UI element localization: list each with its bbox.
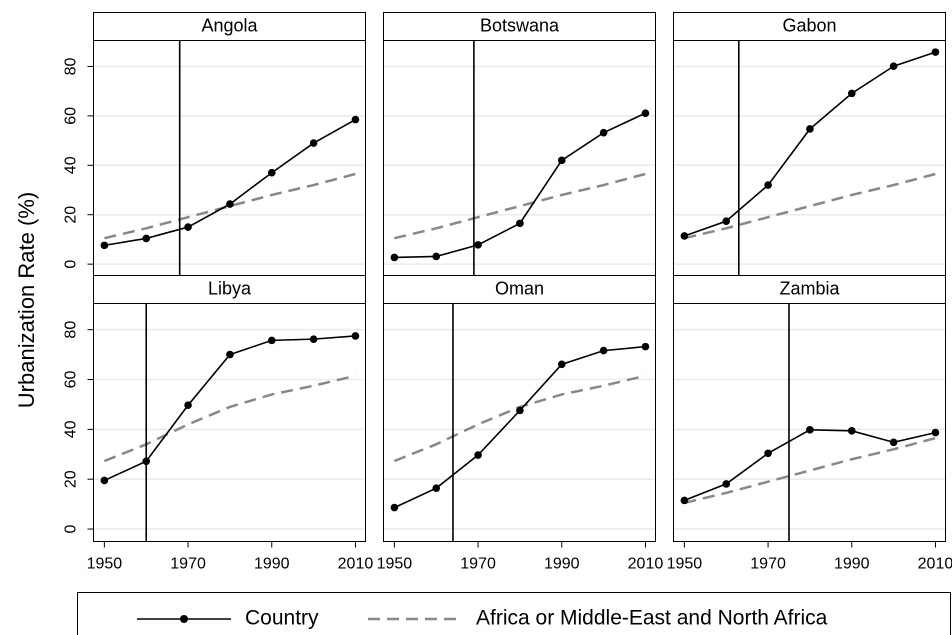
y-tick-label: 0	[63, 524, 80, 533]
data-point	[309, 335, 318, 343]
data-point	[474, 451, 482, 459]
y-tick-label: 80	[63, 321, 80, 339]
data-point	[267, 168, 276, 177]
x-tick-label: 1950	[667, 556, 703, 573]
data-point	[931, 428, 940, 437]
panel-title: Libya	[208, 278, 252, 298]
data-point	[184, 223, 192, 231]
data-point	[390, 253, 399, 262]
plot-area	[383, 40, 656, 277]
data-point	[722, 217, 731, 225]
plot-area	[673, 303, 946, 542]
panel-title: Gabon	[782, 15, 836, 35]
x-tick-label: 1970	[750, 556, 786, 573]
x-tick-label: 1990	[544, 556, 580, 573]
panel-strip	[93, 12, 366, 41]
x-tick-label: 1970	[460, 556, 496, 573]
x-tick-label: 1950	[87, 556, 123, 573]
x-tick-label: 2010	[628, 556, 664, 573]
x-tick-label: 2010	[918, 556, 952, 573]
plot-area	[93, 40, 366, 277]
series-line	[684, 436, 936, 505]
x-tick-label: 1950	[377, 556, 413, 573]
y-tick-label: 20	[63, 206, 80, 224]
y-tick-label: 20	[63, 470, 80, 488]
data-point	[142, 234, 151, 243]
x-tick-label: 1990	[254, 556, 290, 573]
y-tick-label: 0	[63, 260, 80, 269]
data-point	[432, 252, 441, 261]
series-line	[104, 172, 356, 240]
data-point	[390, 503, 399, 512]
data-point	[184, 401, 192, 409]
data-point	[557, 360, 566, 369]
data-point	[599, 346, 608, 355]
legend-label: Country	[245, 607, 319, 630]
y-axis-label: Urbanization Rate (%)	[14, 192, 39, 408]
plot-area	[383, 303, 656, 542]
data-point	[680, 232, 689, 240]
legend-label: Africa or Middle-East and North Africa	[476, 607, 828, 630]
data-point	[516, 219, 524, 228]
data-point	[100, 241, 109, 250]
panel-strip	[93, 275, 366, 304]
legend-box	[77, 592, 951, 635]
data-point	[226, 200, 234, 208]
data-point	[722, 480, 731, 488]
data-point	[847, 427, 856, 435]
series-line	[684, 172, 936, 240]
panel-strip	[673, 275, 946, 304]
data-point	[889, 438, 898, 447]
y-tick-label: 40	[63, 420, 80, 438]
data-point	[351, 332, 360, 340]
y-tick-label: 80	[63, 57, 80, 75]
y-tick-label: 40	[63, 156, 80, 174]
data-point	[516, 406, 524, 415]
data-point	[432, 484, 441, 492]
data-point	[764, 449, 772, 458]
data-point	[764, 181, 772, 189]
data-point	[680, 496, 689, 505]
panel-title: Botswana	[480, 15, 560, 35]
legend-marker	[180, 615, 188, 623]
x-tick-label: 1990	[834, 556, 870, 573]
data-point	[806, 125, 814, 133]
series-line	[394, 172, 646, 240]
plot-area	[673, 40, 946, 277]
panel-title: Oman	[495, 278, 544, 298]
data-point	[474, 241, 482, 249]
data-point	[557, 156, 566, 165]
panel-title: Angola	[201, 15, 258, 35]
y-tick-label: 60	[63, 107, 80, 125]
data-point	[599, 128, 608, 137]
panel-strip	[673, 12, 946, 41]
data-point	[100, 476, 109, 485]
x-tick-label: 2010	[338, 556, 374, 573]
plot-area	[93, 303, 366, 542]
panel-strip	[383, 275, 656, 304]
data-point	[806, 426, 814, 434]
x-tick-label: 1970	[170, 556, 206, 573]
data-point	[889, 62, 898, 71]
data-point	[267, 336, 276, 345]
data-point	[931, 48, 940, 56]
data-point	[309, 139, 318, 147]
y-tick-label: 60	[63, 371, 80, 389]
panel-strip	[383, 12, 656, 41]
data-point	[641, 109, 650, 117]
data-point	[847, 89, 856, 98]
data-point	[226, 350, 234, 359]
panel-title: Zambia	[779, 278, 840, 298]
data-point	[641, 342, 650, 351]
data-point	[351, 115, 360, 124]
